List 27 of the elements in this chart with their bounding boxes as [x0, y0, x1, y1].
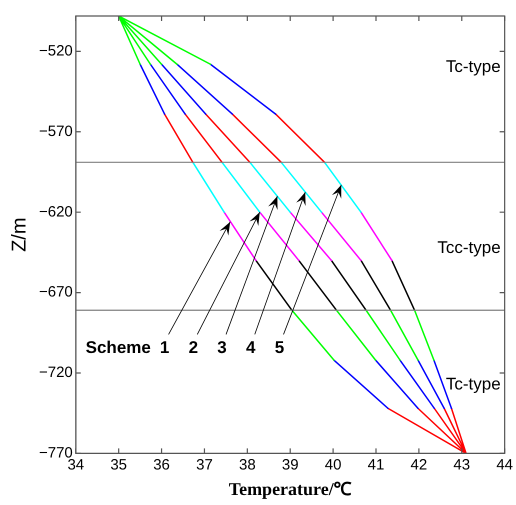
x-tick-label: 42 [410, 456, 428, 474]
x-tick-label: 37 [196, 456, 213, 474]
annotation: 4 [246, 338, 256, 358]
annotation: 2 [188, 338, 198, 358]
x-tick-label: 39 [282, 456, 299, 474]
x-tick-label: 38 [238, 456, 256, 474]
annotation: Tc-type [446, 374, 501, 394]
x-tick-label: 41 [368, 456, 384, 474]
y-tick-label: −570 [38, 122, 73, 140]
annotation: Tcc-type [437, 238, 501, 257]
y-tick-label: −620 [38, 203, 73, 220]
x-tick-label: 35 [110, 456, 128, 474]
x-tick-label: 36 [153, 456, 170, 474]
x-tick-label: 44 [496, 456, 513, 474]
annotation: 3 [217, 338, 227, 358]
x-tick-label: 43 [453, 456, 470, 474]
y-tick-label: −520 [38, 42, 73, 60]
y-axis-title: Z/m [8, 217, 31, 252]
x-axis-title: Temperature/℃ [228, 478, 352, 499]
y-tick-label: −670 [38, 284, 73, 301]
annotation: Scheme [86, 338, 151, 358]
annotation: Tc-type [446, 56, 501, 76]
annotation: 5 [274, 338, 284, 358]
x-tick-label: 40 [324, 456, 342, 474]
y-tick-label: −720 [38, 364, 73, 382]
annotation: 1 [160, 338, 170, 358]
x-tick-label: 34 [67, 456, 84, 474]
